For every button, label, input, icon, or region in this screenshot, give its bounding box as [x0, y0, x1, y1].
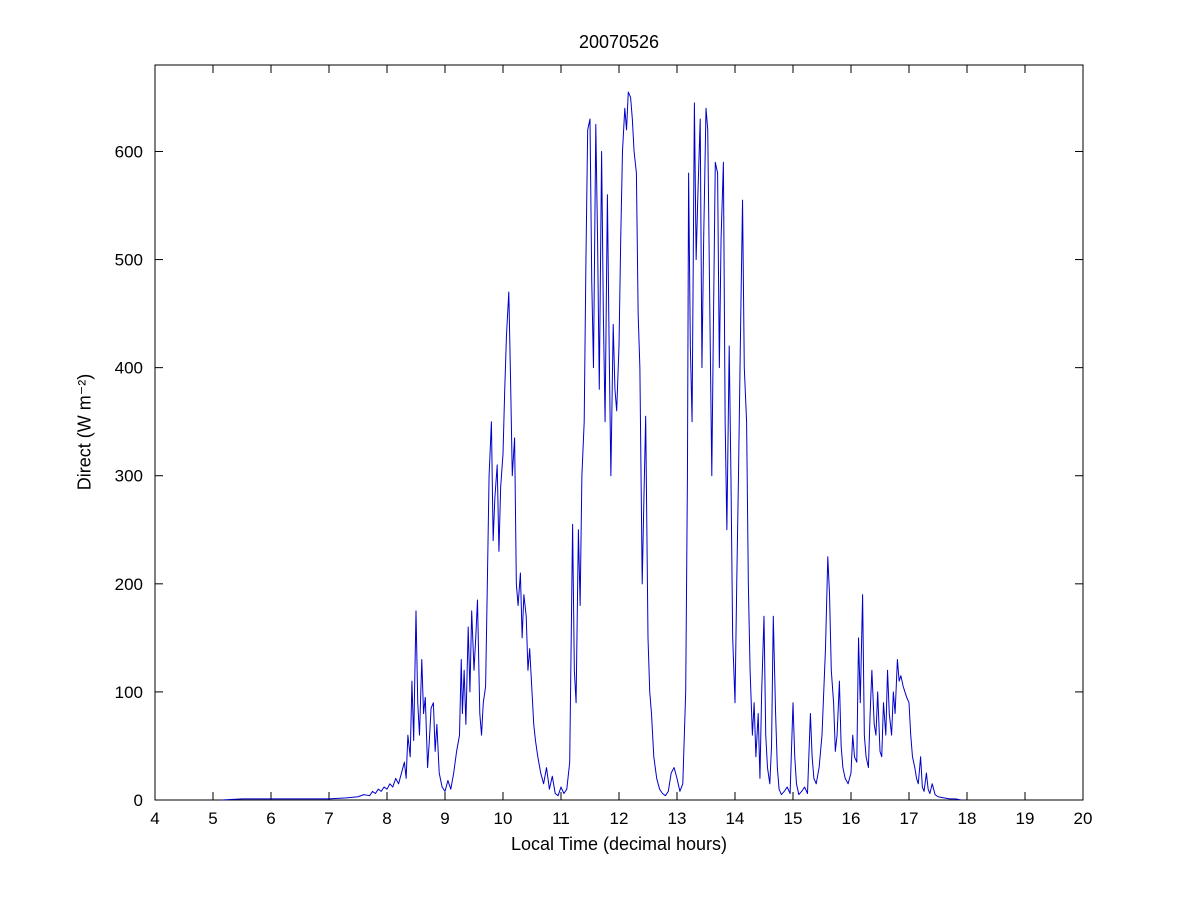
chart-title: 20070526 — [578, 32, 660, 52]
x-tick-label: 5 — [208, 809, 217, 828]
x-tick-label: 15 — [784, 809, 803, 828]
y-tick-label: 200 — [115, 575, 143, 594]
axes-box — [154, 64, 1084, 801]
y-tick-label: 600 — [115, 142, 143, 161]
x-tick-label: 14 — [726, 809, 745, 828]
y-axis-label: Direct (W m⁻²) — [74, 373, 95, 491]
y-tick-label: 500 — [115, 251, 143, 270]
x-tick-label: 7 — [324, 809, 333, 828]
y-tick-label: 400 — [115, 359, 143, 378]
x-tick-label: 20 — [1074, 809, 1093, 828]
x-tick-label: 6 — [266, 809, 275, 828]
x-tick-label: 18 — [958, 809, 977, 828]
data-series — [221, 91, 962, 801]
x-axis-label: Local Time (decimal hours) — [510, 834, 728, 854]
x-tick-label: 16 — [842, 809, 861, 828]
y-tick-label: 100 — [115, 683, 143, 702]
x-tick-label: 4 — [150, 809, 159, 828]
x-tick-label: 19 — [1016, 809, 1035, 828]
x-tick-label: 11 — [552, 809, 570, 828]
axes: 4 5 6 7 8 9 10 11 12 13 14 15 16 17 18 19 20010020030040… — [115, 64, 1093, 828]
x-tick-label: 10 — [494, 809, 513, 828]
x-tick-label: 8 — [382, 809, 391, 828]
x-tick-label: 17 — [900, 809, 919, 828]
data-series-line — [221, 91, 962, 801]
x-tick-label: 13 — [668, 809, 687, 828]
x-tick-label: 12 — [610, 809, 629, 828]
y-tick-label: 0 — [134, 791, 143, 810]
y-tick-label: 300 — [115, 467, 143, 486]
x-tick-label: 9 — [440, 809, 449, 828]
